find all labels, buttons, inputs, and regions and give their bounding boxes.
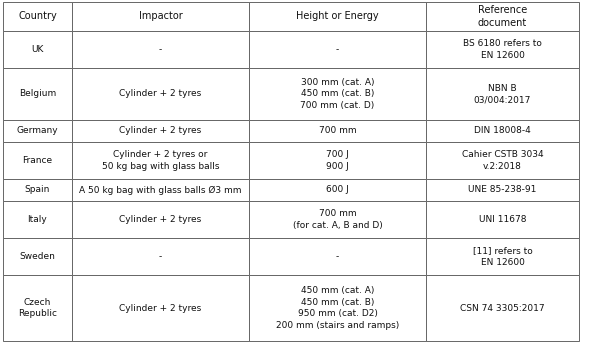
Bar xyxy=(249,179,426,201)
Bar xyxy=(249,142,426,179)
Text: Sweden: Sweden xyxy=(20,252,55,261)
Text: Italy: Italy xyxy=(28,215,47,224)
Bar xyxy=(426,120,579,142)
Bar xyxy=(72,275,249,341)
Text: Height or Energy: Height or Energy xyxy=(296,11,379,22)
Text: Cylinder + 2 tyres: Cylinder + 2 tyres xyxy=(119,215,202,224)
Bar xyxy=(72,68,249,120)
Text: -: - xyxy=(159,252,162,261)
Bar xyxy=(3,201,72,238)
Bar xyxy=(72,142,249,179)
Text: Germany: Germany xyxy=(17,127,58,135)
Text: Cylinder + 2 tyres or
50 kg bag with glass balls: Cylinder + 2 tyres or 50 kg bag with gla… xyxy=(102,150,219,171)
Bar xyxy=(72,238,249,275)
Bar xyxy=(249,275,426,341)
Bar xyxy=(3,31,72,68)
Text: Cylinder + 2 tyres: Cylinder + 2 tyres xyxy=(119,90,202,98)
Text: Cahier CSTB 3034
v.2:2018: Cahier CSTB 3034 v.2:2018 xyxy=(461,150,544,171)
Bar xyxy=(72,179,249,201)
Text: CSN 74 3305:2017: CSN 74 3305:2017 xyxy=(460,304,545,312)
Text: 700 mm: 700 mm xyxy=(319,127,356,135)
Bar xyxy=(72,120,249,142)
Bar xyxy=(3,2,72,31)
Text: NBN B
03/004:2017: NBN B 03/004:2017 xyxy=(474,84,531,104)
Text: Cylinder + 2 tyres: Cylinder + 2 tyres xyxy=(119,127,202,135)
Bar xyxy=(426,201,579,238)
Text: Cylinder + 2 tyres: Cylinder + 2 tyres xyxy=(119,304,202,312)
Text: UNE 85-238-91: UNE 85-238-91 xyxy=(469,186,536,194)
Bar xyxy=(426,31,579,68)
Bar xyxy=(3,68,72,120)
Text: A 50 kg bag with glass balls Ø3 mm: A 50 kg bag with glass balls Ø3 mm xyxy=(79,185,242,194)
Text: Czech
Republic: Czech Republic xyxy=(18,298,57,318)
Text: 450 mm (cat. A)
450 mm (cat. B)
950 mm (cat. D2)
200 mm (stairs and ramps): 450 mm (cat. A) 450 mm (cat. B) 950 mm (… xyxy=(276,286,399,330)
Text: Belgium: Belgium xyxy=(19,90,56,98)
Bar xyxy=(72,31,249,68)
Bar xyxy=(3,120,72,142)
Bar xyxy=(426,238,579,275)
Text: UK: UK xyxy=(31,45,44,54)
Bar xyxy=(426,275,579,341)
Text: 700 J
900 J: 700 J 900 J xyxy=(326,150,349,171)
Bar xyxy=(249,238,426,275)
Bar xyxy=(249,201,426,238)
Text: France: France xyxy=(22,156,53,165)
Text: 300 mm (cat. A)
450 mm (cat. B)
700 mm (cat. D): 300 mm (cat. A) 450 mm (cat. B) 700 mm (… xyxy=(301,78,374,110)
Bar xyxy=(426,68,579,120)
Bar xyxy=(72,201,249,238)
Bar xyxy=(426,142,579,179)
Bar xyxy=(249,2,426,31)
Text: Impactor: Impactor xyxy=(139,11,182,22)
Bar xyxy=(426,2,579,31)
Text: 600 J: 600 J xyxy=(326,186,349,194)
Bar xyxy=(72,2,249,31)
Text: Reference
document: Reference document xyxy=(478,5,527,28)
Text: DIN 18008-4: DIN 18008-4 xyxy=(474,127,531,135)
Bar xyxy=(3,179,72,201)
Text: -: - xyxy=(159,45,162,54)
Bar xyxy=(3,275,72,341)
Bar xyxy=(3,142,72,179)
Text: Country: Country xyxy=(18,11,57,22)
Bar xyxy=(426,179,579,201)
Text: BS 6180 refers to
EN 12600: BS 6180 refers to EN 12600 xyxy=(463,39,542,60)
Text: UNI 11678: UNI 11678 xyxy=(479,215,526,224)
Text: Spain: Spain xyxy=(25,186,50,194)
Text: 700 mm
(for cat. A, B and D): 700 mm (for cat. A, B and D) xyxy=(293,209,382,230)
Bar xyxy=(249,31,426,68)
Text: [11] refers to
EN 12600: [11] refers to EN 12600 xyxy=(473,246,532,267)
Bar xyxy=(249,68,426,120)
Text: -: - xyxy=(336,252,339,261)
Text: -: - xyxy=(336,45,339,54)
Bar xyxy=(3,238,72,275)
Bar xyxy=(249,120,426,142)
